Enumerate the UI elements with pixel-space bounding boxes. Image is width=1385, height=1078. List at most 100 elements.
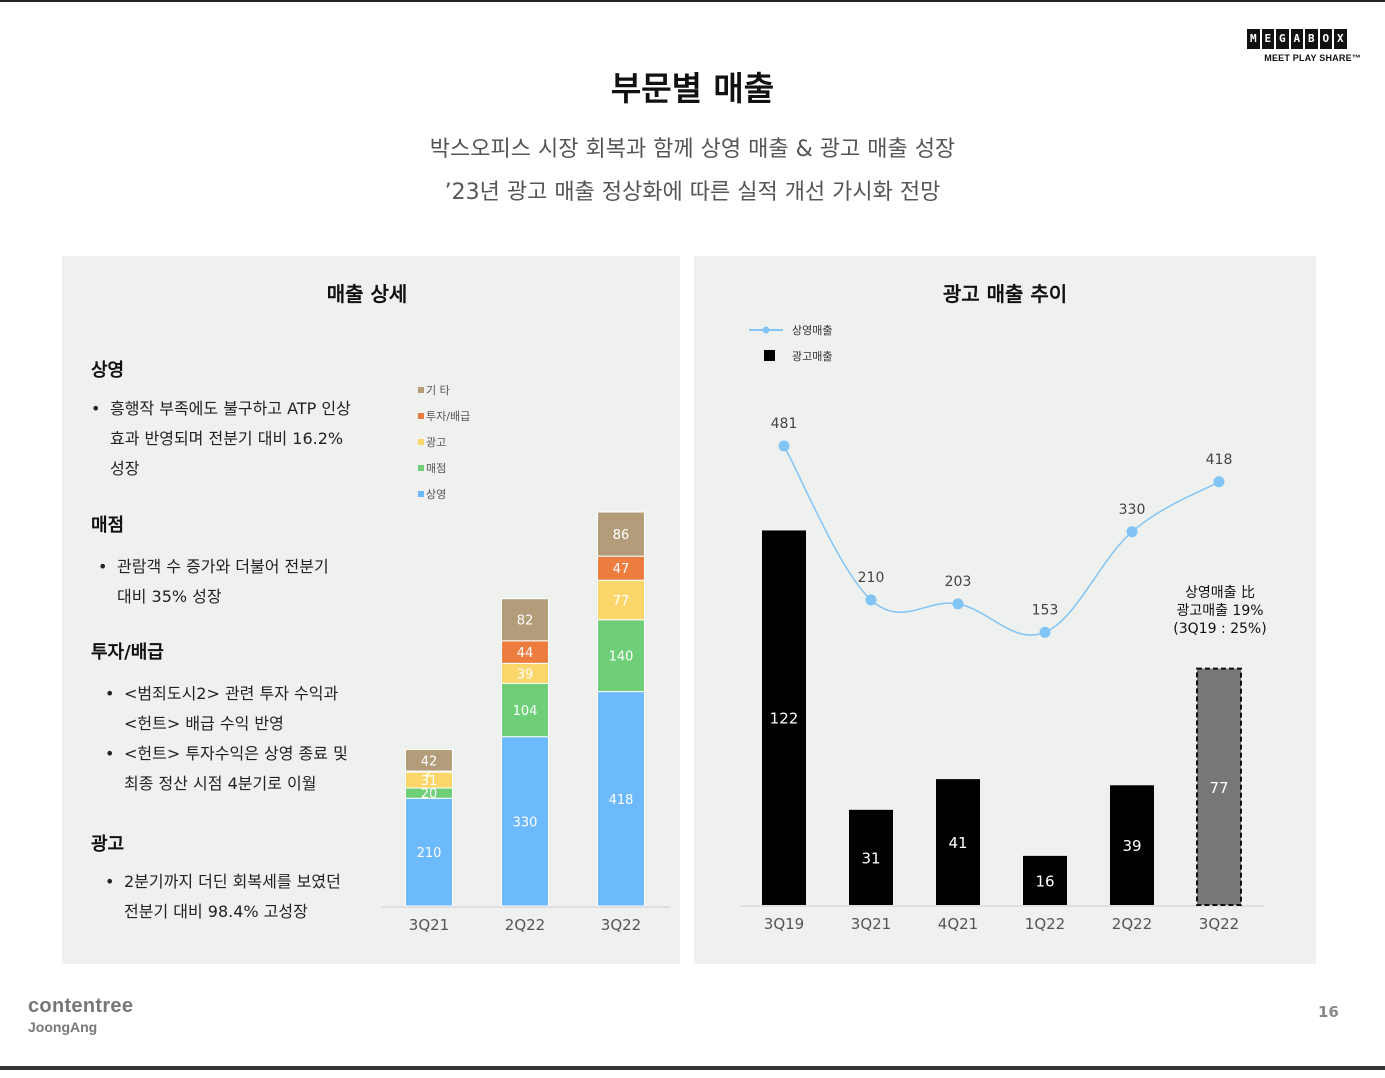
line-point (1039, 626, 1051, 638)
bar (1023, 855, 1067, 905)
logo-letter: X (1334, 29, 1347, 49)
legend-swatch (418, 465, 424, 471)
annotation-text: 광고매출 19% (1176, 603, 1263, 619)
x-tick-label: 3Q22 (1199, 915, 1239, 933)
logo-tagline: MEET PLAY SHARE™ (1264, 53, 1361, 63)
data-label: 82 (517, 614, 534, 629)
legend-label: 투자/배급 (426, 410, 470, 423)
legend-swatch (418, 439, 424, 445)
panel-title: 매출 상세 (326, 282, 408, 306)
data-label: 16 (1035, 872, 1054, 890)
section-heading-screening: 상영 (91, 360, 125, 381)
bullet-line: 전분기 대비 98.4% 고성장 (124, 902, 308, 921)
data-label: 418 (1206, 452, 1233, 468)
bar-segment (405, 797, 453, 907)
data-label: 418 (609, 793, 634, 808)
x-tick-label: 3Q21 (851, 915, 891, 933)
x-tick-label: 3Q19 (764, 915, 804, 933)
contentree-logo: contentree JoongAng (28, 995, 133, 1035)
bar (849, 809, 893, 905)
data-label: 86 (613, 528, 630, 543)
data-label: 330 (1119, 502, 1146, 518)
bullet-investment-1: • <범죄도시2> 관련 투자 수익과 <헌트> 배급 수익 반영 (105, 679, 339, 739)
page-number: 16 (1318, 1003, 1339, 1021)
bullet-line: <헌트> 배급 수익 반영 (124, 714, 284, 733)
data-label: 41 (948, 834, 967, 852)
bullet-investment-2: • <헌트> 투자수익은 상영 종료 및 최종 정산 시점 4분기로 이월 (105, 739, 348, 799)
panel-title: 광고 매출 추이 (942, 282, 1068, 306)
bullet-line: 관람객 수 증가와 더불어 전분기 (117, 557, 329, 576)
brand-name: contentree (28, 995, 134, 1017)
bar-segment (597, 511, 645, 557)
section-heading-investment: 투자/배급 (91, 642, 164, 663)
logo-letter: E (1261, 29, 1274, 49)
annotation-text: 상영매출 比 (1185, 585, 1255, 601)
legend-swatch (418, 387, 424, 393)
x-tick-label: 1Q22 (1025, 915, 1065, 933)
data-label: 77 (1209, 779, 1228, 797)
bullet-line: 흥행작 부족에도 불구하고 ATP 인상 (110, 399, 351, 418)
bar-segment (501, 598, 549, 642)
revenue-detail-panel: 매출 상세 상영 • 흥행작 부족에도 불구하고 ATP 인상 효과 반영되며 … (62, 256, 680, 964)
line-point (865, 594, 877, 606)
bar-segment (597, 555, 645, 581)
data-label: 77 (613, 594, 630, 609)
data-label: 20 (421, 787, 438, 802)
bullet-line: 2분기까지 더딘 회복세를 보였던 (124, 872, 341, 891)
data-label: 2 (425, 766, 433, 781)
logo-letter: B (1305, 29, 1318, 49)
data-label: 39 (1122, 837, 1141, 855)
data-label: 210 (858, 570, 885, 586)
data-label: 31 (861, 849, 880, 867)
legend-label: 상영 (426, 488, 446, 501)
legend-label: 상영매출 (792, 324, 832, 337)
data-label: 31 (421, 774, 438, 789)
legend-label: 광고 (426, 436, 446, 449)
data-label: 39 (517, 667, 534, 682)
logo-letter: M (1247, 29, 1260, 49)
section-heading-concession: 매점 (91, 515, 125, 536)
x-tick-label: 3Q22 (601, 916, 641, 934)
data-label: 481 (771, 416, 798, 432)
line-point (1213, 476, 1225, 488)
bar (762, 530, 806, 905)
bar (1196, 667, 1242, 906)
data-label: 330 (513, 815, 538, 830)
logo-letter: G (1276, 29, 1289, 49)
logo-letter: A (1290, 29, 1303, 49)
x-tick-label: 4Q21 (938, 915, 978, 933)
data-label: 140 (609, 650, 634, 665)
legend-swatch (418, 413, 424, 419)
bar-segment (597, 691, 645, 907)
line-point (778, 440, 790, 452)
bullet-line: 대비 35% 성장 (117, 587, 222, 606)
x-tick-label: 2Q22 (505, 916, 545, 934)
top-border (0, 0, 1385, 2)
legend-swatch (418, 491, 424, 497)
bar-segment (597, 579, 645, 621)
data-label: 104 (513, 704, 538, 719)
ad-revenue-panel: 광고 매출 추이 상영매출 광고매출 122 3Q19 31 3Q21 41 4Q21 16 1Q… (694, 256, 1316, 964)
bullet-line: 효과 반영되며 전분기 대비 16.2% (110, 429, 344, 448)
legend-label: 광고매출 (792, 350, 832, 363)
bullet-screening: • 흥행작 부족에도 불구하고 ATP 인상 효과 반영되며 전분기 대비 16… (91, 394, 351, 484)
legend-swatch (764, 350, 775, 361)
section-heading-advertising: 광고 (91, 834, 125, 855)
legend-label: 기 타 (426, 384, 450, 397)
bullet-line: <헌트> 투자수익은 상영 종료 및 (124, 744, 348, 763)
data-label: 153 (1032, 602, 1059, 618)
line-point (952, 598, 964, 610)
bullet-line: <범죄도시2> 관련 투자 수익과 (124, 684, 339, 703)
data-label: 210 (417, 846, 442, 861)
bullet-advertising: • 2분기까지 더딘 회복세를 보였던 전분기 대비 98.4% 고성장 (105, 867, 341, 927)
bar (1110, 785, 1154, 905)
line-point (1126, 526, 1138, 538)
bullet-concession: • 관람객 수 증가와 더불어 전분기 대비 35% 성장 (98, 552, 329, 612)
x-tick-label: 3Q21 (409, 916, 449, 934)
bar-segment (501, 682, 549, 738)
brand-sub: JoongAng (28, 1019, 98, 1035)
